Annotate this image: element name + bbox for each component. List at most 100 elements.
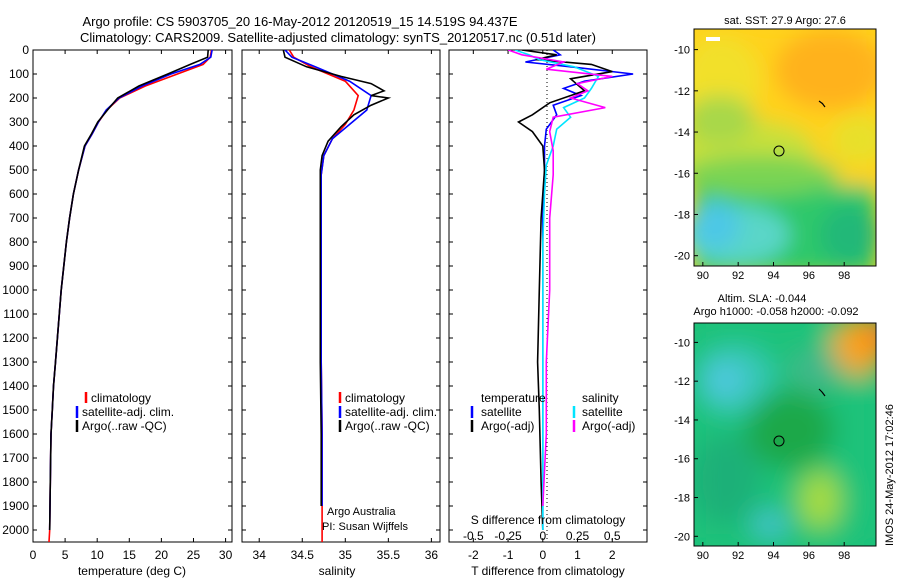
sst-map-frame	[693, 28, 877, 267]
series-line-argo-raw-qc-	[282, 50, 392, 506]
legend-label-argo: Argo(..raw -QC)	[82, 419, 167, 433]
lat-tick-label: -10	[674, 45, 690, 57]
temperature-x-axis: 0 5 10 15 20 25 30	[30, 50, 233, 562]
lon-tick-label: 90	[697, 270, 709, 282]
difference-x-axis: -2 -0.5 -1 -0.25 0 0 1 0.25 2 0.5	[463, 50, 621, 562]
lat-tick-label: -18	[674, 209, 690, 221]
salinity-difference-label: S difference from climatology	[471, 513, 626, 527]
depth-tick-label: 1200	[2, 331, 29, 345]
credit-line-1: Argo Australia	[327, 506, 396, 518]
x-tick-label: -1	[503, 548, 514, 562]
s-tick-label: 0.5	[604, 529, 621, 543]
series-line-temperature-satellite	[525, 50, 634, 530]
temperature-xlabel: temperature (deg C)	[78, 564, 186, 578]
legend-heading-salinity: salinity	[582, 391, 619, 405]
depth-tick-label: 600	[9, 187, 29, 201]
legend-label-satellite: satellite-adj. clim.	[82, 405, 174, 419]
sla-map-axes: 90 92 94 96 98 -10 -12 -14 -16 -18 -20	[674, 337, 850, 562]
x-tick-label: 0	[30, 548, 37, 562]
x-tick-label: 34	[253, 548, 267, 562]
lat-tick-label: -14	[674, 415, 690, 427]
sla-map-frame	[693, 322, 877, 547]
lon-tick-label: 90	[697, 550, 709, 562]
lat-tick-label: -10	[674, 337, 690, 349]
lat-tick-label: -14	[674, 127, 690, 139]
legend-heading-temperature: temperature	[481, 391, 546, 405]
series-line-salinity-satellite	[514, 50, 600, 530]
sst-map-axes: 90 92 94 96 98 -10 -12 -14 -16 -18 -20	[674, 45, 850, 282]
lon-tick-label: 92	[732, 550, 744, 562]
salinity-series	[282, 50, 392, 542]
legend-label-s-satellite: satellite	[582, 405, 623, 419]
depth-tick-label: 1300	[2, 355, 29, 369]
depth-tick-label: 800	[9, 235, 29, 249]
legend-label-argo: Argo(..raw -QC)	[345, 419, 430, 433]
sla-map-field	[694, 323, 876, 546]
temperature-legend: climatology satellite-adj. clim. Argo(..…	[75, 391, 174, 433]
temperature-axes	[32, 49, 233, 543]
difference-xlabel: T difference from climatology	[471, 564, 625, 578]
depth-tick-label: 1600	[2, 427, 29, 441]
depth-tick-label: 1500	[2, 403, 29, 417]
x-tick-label: 35.5	[377, 548, 401, 562]
series-line-satellite-adj-clim-	[284, 50, 373, 506]
lon-tick-label: 94	[767, 270, 779, 282]
x-tick-label: -2	[468, 548, 479, 562]
lon-tick-label: 98	[838, 550, 850, 562]
x-tick-label: 10	[91, 548, 105, 562]
lon-tick-label: 92	[732, 270, 744, 282]
x-tick-label: 36	[425, 548, 439, 562]
series-line-satellite-adj-clim-	[48, 50, 213, 531]
depth-tick-label: 1900	[2, 499, 29, 513]
lat-tick-label: -16	[674, 454, 690, 466]
lat-tick-label: -18	[674, 493, 690, 505]
x-tick-label: 35	[339, 548, 353, 562]
x-tick-label: 15	[123, 548, 137, 562]
sst-map-field	[694, 29, 876, 266]
legend-label-satellite: satellite-adj. clim.	[345, 405, 437, 419]
depth-tick-label: 1700	[2, 451, 29, 465]
x-tick-label: 5	[62, 548, 69, 562]
sst-map-title: sat. SST: 27.9 Argo: 27.6	[724, 15, 846, 27]
series-line-climatology	[48, 50, 213, 542]
x-tick-label: 2	[609, 548, 616, 562]
s-tick-label: -0.5	[463, 529, 484, 543]
x-tick-label: 1	[574, 548, 581, 562]
depth-tick-label: 2000	[2, 523, 29, 537]
trajectory-mark	[818, 100, 826, 108]
series-line-argo-raw-qc-	[48, 50, 209, 531]
legend-label-t-argo: Argo(-adj)	[481, 419, 534, 433]
timestamp-stamp: IMOS 24-May-2012 17:02:46	[884, 404, 896, 546]
series-line-climatology	[288, 50, 360, 542]
depth-tick-label: 500	[9, 163, 29, 177]
lon-tick-label: 96	[803, 550, 815, 562]
credit-line-2: PI: Susan Wijffels	[322, 521, 408, 533]
difference-axes	[448, 49, 648, 543]
x-tick-label: 34.5	[291, 548, 315, 562]
lon-tick-label: 94	[767, 550, 779, 562]
title-line-1: Argo profile: CS 5903705_20 16-May-2012 …	[82, 14, 517, 29]
legend-label-s-argo: Argo(-adj)	[582, 419, 635, 433]
temperature-series	[48, 50, 213, 542]
trajectory-mark	[818, 388, 826, 397]
depth-axis: 0 100 200 300 400 500 600 700 800 900 1000 1100 1200…	[2, 43, 647, 537]
legend-label-climatology: climatology	[345, 391, 405, 405]
x-tick-label: 30	[219, 548, 233, 562]
salinity-axes	[241, 49, 441, 543]
x-tick-label: 0	[539, 548, 546, 562]
x-tick-label: 25	[187, 548, 201, 562]
salinity-legend: climatology satellite-adj. clim. Argo(..…	[338, 391, 437, 433]
lat-tick-label: -20	[674, 531, 690, 543]
lat-tick-label: -12	[674, 86, 690, 98]
difference-series	[507, 50, 634, 531]
lat-tick-label: -12	[674, 376, 690, 388]
float-position-marker	[773, 435, 785, 447]
x-tick-label: 20	[155, 548, 169, 562]
s-tick-label: 0	[539, 529, 546, 543]
difference-legend: temperature salinity satellite Argo(-adj…	[470, 391, 635, 433]
series-line-temperature-argo-adj-	[516, 50, 613, 531]
series-line-salinity-argo-adj-	[507, 50, 613, 507]
depth-tick-label: 1400	[2, 379, 29, 393]
lat-tick-label: -16	[674, 168, 690, 180]
